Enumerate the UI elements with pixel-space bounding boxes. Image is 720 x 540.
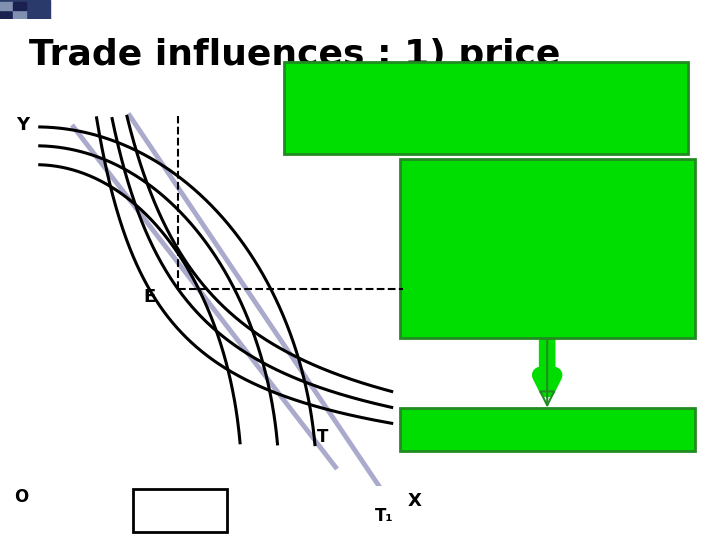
Text: O: O xyxy=(14,488,28,507)
Text: Y: Y xyxy=(17,116,30,133)
Bar xyxy=(0,10,13,19)
Text: After trade, the country
export X, and its
domestic supply of X
decreases, and p: After trade, the country export X, and i… xyxy=(414,167,602,259)
Bar xyxy=(13,2,26,10)
Text: A: A xyxy=(172,501,188,520)
FancyBboxPatch shape xyxy=(400,159,695,338)
Text: T→T₁: T→T₁ xyxy=(523,420,571,438)
Text: E: E xyxy=(143,288,156,306)
FancyBboxPatch shape xyxy=(284,62,688,154)
Text: Trade influences : 1) price: Trade influences : 1) price xyxy=(29,38,560,72)
Text: T₁: T₁ xyxy=(375,507,394,525)
FancyBboxPatch shape xyxy=(133,489,227,532)
Bar xyxy=(0,0,50,19)
Bar xyxy=(13,10,26,19)
Text: Domestic equilibrium pre trade. T is
domestic exchange rate: Domestic equilibrium pre trade. T is dom… xyxy=(299,70,581,104)
Text: T: T xyxy=(317,428,328,446)
Bar xyxy=(0,2,13,10)
FancyBboxPatch shape xyxy=(400,408,695,451)
Text: X: X xyxy=(408,492,421,510)
